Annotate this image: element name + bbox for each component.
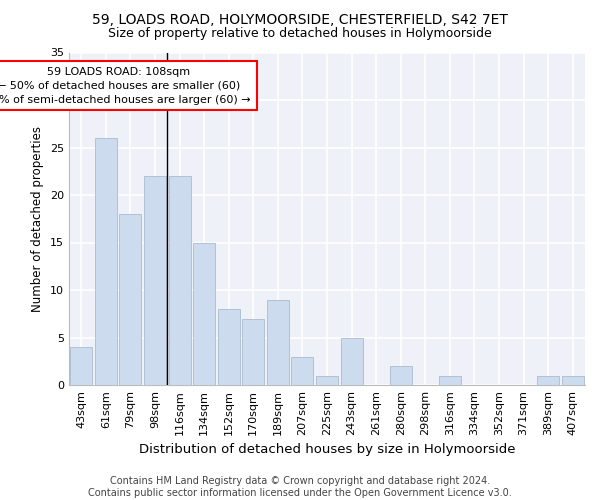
Bar — [316, 376, 338, 385]
Text: Contains HM Land Registry data © Crown copyright and database right 2024.
Contai: Contains HM Land Registry data © Crown c… — [88, 476, 512, 498]
Bar — [267, 300, 289, 385]
Bar — [119, 214, 142, 385]
Bar — [218, 309, 240, 385]
Bar — [537, 376, 559, 385]
Text: Size of property relative to detached houses in Holymoorside: Size of property relative to detached ho… — [108, 28, 492, 40]
Bar — [169, 176, 191, 385]
Text: 59, LOADS ROAD, HOLYMOORSIDE, CHESTERFIELD, S42 7ET: 59, LOADS ROAD, HOLYMOORSIDE, CHESTERFIE… — [92, 12, 508, 26]
Bar — [292, 356, 313, 385]
Bar — [389, 366, 412, 385]
Bar — [341, 338, 362, 385]
Bar — [193, 242, 215, 385]
Y-axis label: Number of detached properties: Number of detached properties — [31, 126, 44, 312]
Bar — [439, 376, 461, 385]
Bar — [70, 347, 92, 385]
Bar — [95, 138, 117, 385]
X-axis label: Distribution of detached houses by size in Holymoorside: Distribution of detached houses by size … — [139, 444, 515, 456]
Bar — [144, 176, 166, 385]
Text: 59 LOADS ROAD: 108sqm
← 50% of detached houses are smaller (60)
50% of semi-deta: 59 LOADS ROAD: 108sqm ← 50% of detached … — [0, 66, 251, 105]
Bar — [562, 376, 584, 385]
Bar — [242, 318, 265, 385]
